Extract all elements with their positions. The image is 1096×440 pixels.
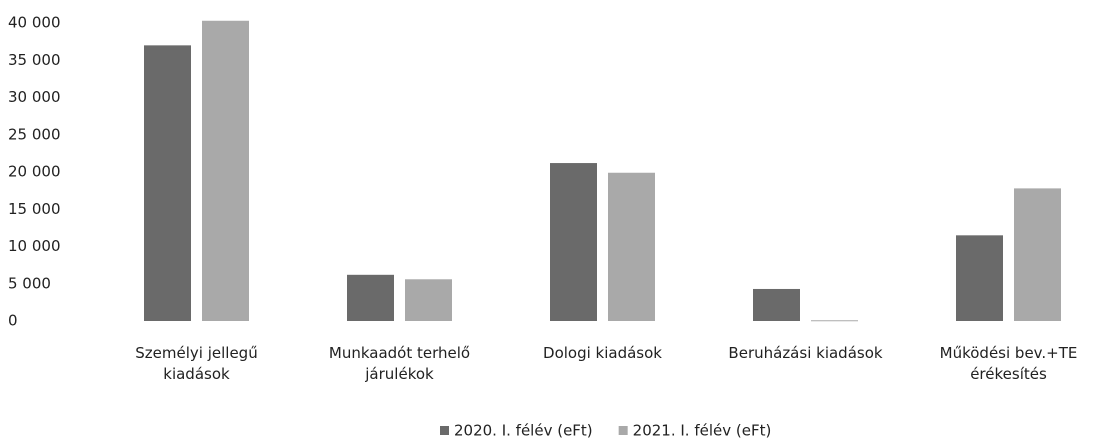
- x-tick-label: Működési bev.+TE érékesítés: [939, 344, 1078, 383]
- y-tick-label: 40 000: [8, 14, 61, 32]
- y-tick-label: 25 000: [8, 125, 61, 143]
- bar: [202, 20, 249, 321]
- legend-swatch: [440, 426, 449, 435]
- bar: [405, 279, 452, 321]
- legend-label: 2021. I. félév (eFt): [633, 422, 772, 440]
- legend-swatch: [618, 426, 628, 435]
- y-tick-label: 20 000: [8, 163, 61, 181]
- x-tick-label: Beruházási kiadások: [728, 344, 883, 362]
- y-tick-label: 35 000: [8, 51, 61, 69]
- x-tick-label: Munkaadót terhelő járulékok: [328, 344, 471, 383]
- bar: [811, 320, 858, 322]
- y-tick-label: 15 000: [8, 200, 61, 218]
- x-tick-label: Dologi kiadások: [543, 344, 662, 362]
- y-tick-label: 0: [8, 312, 18, 330]
- bar: [347, 274, 394, 321]
- y-tick-label: 30 000: [8, 88, 61, 106]
- y-tick-label: 5 000: [8, 274, 51, 292]
- legend-label: 2020. I. félév (eFt): [454, 422, 593, 440]
- bar: [1014, 188, 1061, 321]
- bar: [753, 288, 800, 321]
- y-tick-label: 10 000: [8, 237, 61, 255]
- bar: [608, 172, 655, 321]
- bar: [550, 163, 597, 321]
- bar: [956, 235, 1003, 321]
- bar: [144, 45, 191, 321]
- x-tick-label: Személyi jellegű kiadások: [135, 344, 258, 383]
